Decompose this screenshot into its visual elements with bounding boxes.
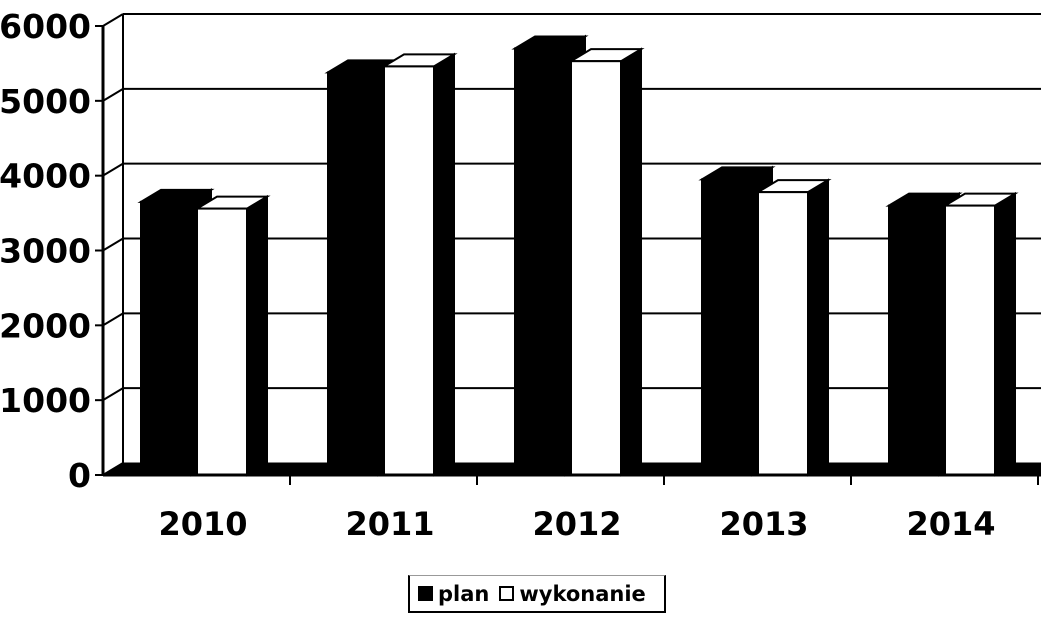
gridline-diagonal-4000	[102, 162, 124, 177]
bar-wykonanie-2014	[941, 191, 1019, 477]
bar-side	[246, 194, 268, 477]
x-tick-label: 2011	[345, 505, 434, 543]
bar-wykonanie-2010	[193, 194, 271, 477]
bar-front	[140, 200, 192, 476]
bar-front	[383, 65, 435, 476]
bars-group	[137, 34, 1019, 477]
gridline-diagonal-3000	[102, 237, 124, 252]
bar-side	[433, 52, 455, 477]
x-tick-label: 2012	[532, 505, 621, 543]
gridline-diagonal-5000	[102, 87, 124, 102]
gridline-diagonal-6000	[102, 13, 124, 27]
gridline-diagonal-1000	[102, 387, 124, 402]
bar-front	[888, 204, 940, 476]
axes-group	[95, 25, 1041, 485]
legend-item-wykonanie: wykonanie	[499, 581, 646, 606]
bar-side	[994, 191, 1016, 477]
legend: plan wykonanie	[408, 575, 666, 613]
bar-front	[514, 47, 566, 476]
bar-side	[807, 178, 829, 477]
bar-wykonanie-2012	[567, 47, 645, 477]
bar-wykonanie-2013	[754, 178, 832, 477]
bar-front	[570, 60, 622, 477]
bar-front	[196, 207, 248, 477]
y-tick-label: 2000	[0, 306, 91, 345]
bar-front	[701, 178, 753, 477]
gridline-diagonal-2000	[102, 312, 124, 327]
y-tick-label: 6000	[0, 7, 91, 46]
bar-side	[620, 47, 642, 477]
legend-label-wykonanie: wykonanie	[519, 581, 646, 606]
x-tick-label: 2013	[719, 505, 808, 543]
x-tick-labels: 2010 2011 2012 2013 2014	[158, 505, 995, 543]
legend-swatch-plan	[418, 586, 433, 601]
y-tick-labels: 0 1000 2000 3000 4000 5000 6000	[0, 7, 91, 495]
bar-wykonanie-2011	[380, 52, 458, 477]
y-tick-label: 3000	[0, 232, 91, 271]
x-tick-label: 2010	[158, 505, 247, 543]
bar-front	[327, 71, 379, 476]
bar-front	[757, 191, 809, 476]
y-tick-label: 0	[68, 456, 91, 495]
y-tick-label: 1000	[0, 381, 91, 420]
bar-front	[944, 204, 996, 476]
legend-swatch-wykonanie	[499, 586, 515, 601]
y-tick-label: 5000	[0, 82, 91, 121]
legend-item-plan: plan	[418, 582, 489, 606]
legend-label-plan: plan	[438, 581, 490, 606]
x-tick-label: 2014	[906, 505, 995, 543]
y-tick-label: 4000	[0, 157, 91, 196]
